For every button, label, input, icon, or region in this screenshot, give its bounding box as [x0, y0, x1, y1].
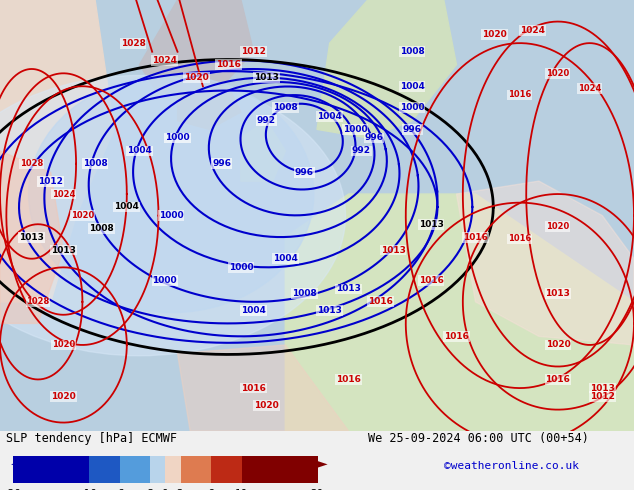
- Text: 1008: 1008: [292, 289, 317, 298]
- Text: 1000: 1000: [159, 211, 183, 220]
- Text: 1013: 1013: [317, 306, 342, 315]
- Text: 1008: 1008: [399, 47, 425, 56]
- Text: 1024: 1024: [578, 84, 601, 93]
- Text: 1000: 1000: [400, 103, 424, 112]
- Text: 1020: 1020: [547, 69, 569, 78]
- Text: 996: 996: [403, 125, 422, 134]
- Text: 1020: 1020: [482, 30, 507, 39]
- Text: 1020: 1020: [547, 222, 569, 231]
- Text: 1024: 1024: [152, 56, 178, 65]
- Text: 1020: 1020: [545, 341, 571, 349]
- Text: ©weatheronline.co.uk: ©weatheronline.co.uk: [444, 462, 579, 471]
- Text: 1016: 1016: [508, 234, 531, 244]
- Text: 1024: 1024: [52, 190, 75, 198]
- Text: 1000: 1000: [229, 263, 253, 272]
- Text: SLP tendency [hPa] ECMWF: SLP tendency [hPa] ECMWF: [6, 432, 178, 445]
- Text: 1020: 1020: [71, 211, 94, 220]
- Text: 992: 992: [352, 147, 371, 155]
- Text: 1016: 1016: [418, 276, 444, 285]
- Text: 1016: 1016: [368, 297, 393, 306]
- Text: 996: 996: [295, 168, 314, 177]
- Text: 1013: 1013: [51, 245, 76, 255]
- Text: ►: ►: [317, 457, 328, 471]
- Text: 1024: 1024: [520, 25, 545, 35]
- Text: 1016: 1016: [508, 90, 531, 99]
- Text: 1004: 1004: [273, 254, 298, 263]
- Text: 1000: 1000: [165, 133, 190, 143]
- Text: ◄: ◄: [11, 457, 22, 471]
- Text: 996: 996: [365, 133, 384, 143]
- Polygon shape: [178, 86, 241, 129]
- Text: 1016: 1016: [444, 332, 469, 341]
- Text: 1016: 1016: [216, 60, 241, 69]
- Text: 1004: 1004: [127, 147, 152, 155]
- Polygon shape: [0, 0, 114, 302]
- Text: 1013: 1013: [418, 220, 444, 229]
- Polygon shape: [285, 194, 634, 431]
- Text: 1008: 1008: [273, 103, 298, 112]
- Polygon shape: [456, 181, 634, 345]
- Text: 1020: 1020: [254, 401, 279, 410]
- Text: 1016: 1016: [545, 375, 571, 384]
- Text: 1016: 1016: [241, 384, 266, 392]
- Text: 1020: 1020: [184, 73, 209, 82]
- Text: 1013: 1013: [380, 245, 406, 255]
- Text: 1020: 1020: [51, 392, 76, 401]
- Text: 1016: 1016: [463, 233, 488, 242]
- Text: 1000: 1000: [153, 276, 177, 285]
- Text: 1013: 1013: [336, 284, 361, 294]
- Polygon shape: [0, 151, 63, 323]
- Text: 1020: 1020: [52, 341, 75, 349]
- Text: 1013: 1013: [254, 73, 279, 82]
- Text: 1008: 1008: [82, 159, 108, 169]
- Text: 1012: 1012: [38, 176, 63, 186]
- Text: 1004: 1004: [399, 82, 425, 91]
- Polygon shape: [178, 345, 349, 431]
- Polygon shape: [241, 121, 285, 181]
- Text: 1013: 1013: [590, 384, 615, 392]
- Text: 1028: 1028: [120, 39, 146, 48]
- Ellipse shape: [29, 75, 314, 313]
- Text: 992: 992: [257, 116, 276, 125]
- Text: 996: 996: [212, 159, 231, 169]
- Polygon shape: [139, 0, 254, 95]
- Text: 1008: 1008: [89, 224, 114, 233]
- Text: 1016: 1016: [336, 375, 361, 384]
- Text: 1012: 1012: [241, 47, 266, 56]
- Text: 1004: 1004: [114, 202, 139, 212]
- Text: 1028: 1028: [27, 297, 49, 306]
- Text: 1013: 1013: [19, 233, 44, 242]
- Polygon shape: [317, 0, 456, 138]
- Text: 1013: 1013: [545, 289, 571, 298]
- Text: 1004: 1004: [241, 306, 266, 315]
- Text: 1004: 1004: [317, 112, 342, 121]
- Ellipse shape: [0, 75, 346, 356]
- Text: We 25-09-2024 06:00 UTC (00+54): We 25-09-2024 06:00 UTC (00+54): [368, 432, 588, 445]
- Text: 1028: 1028: [20, 159, 43, 169]
- Text: 1000: 1000: [343, 125, 367, 134]
- Text: 1012: 1012: [590, 392, 615, 401]
